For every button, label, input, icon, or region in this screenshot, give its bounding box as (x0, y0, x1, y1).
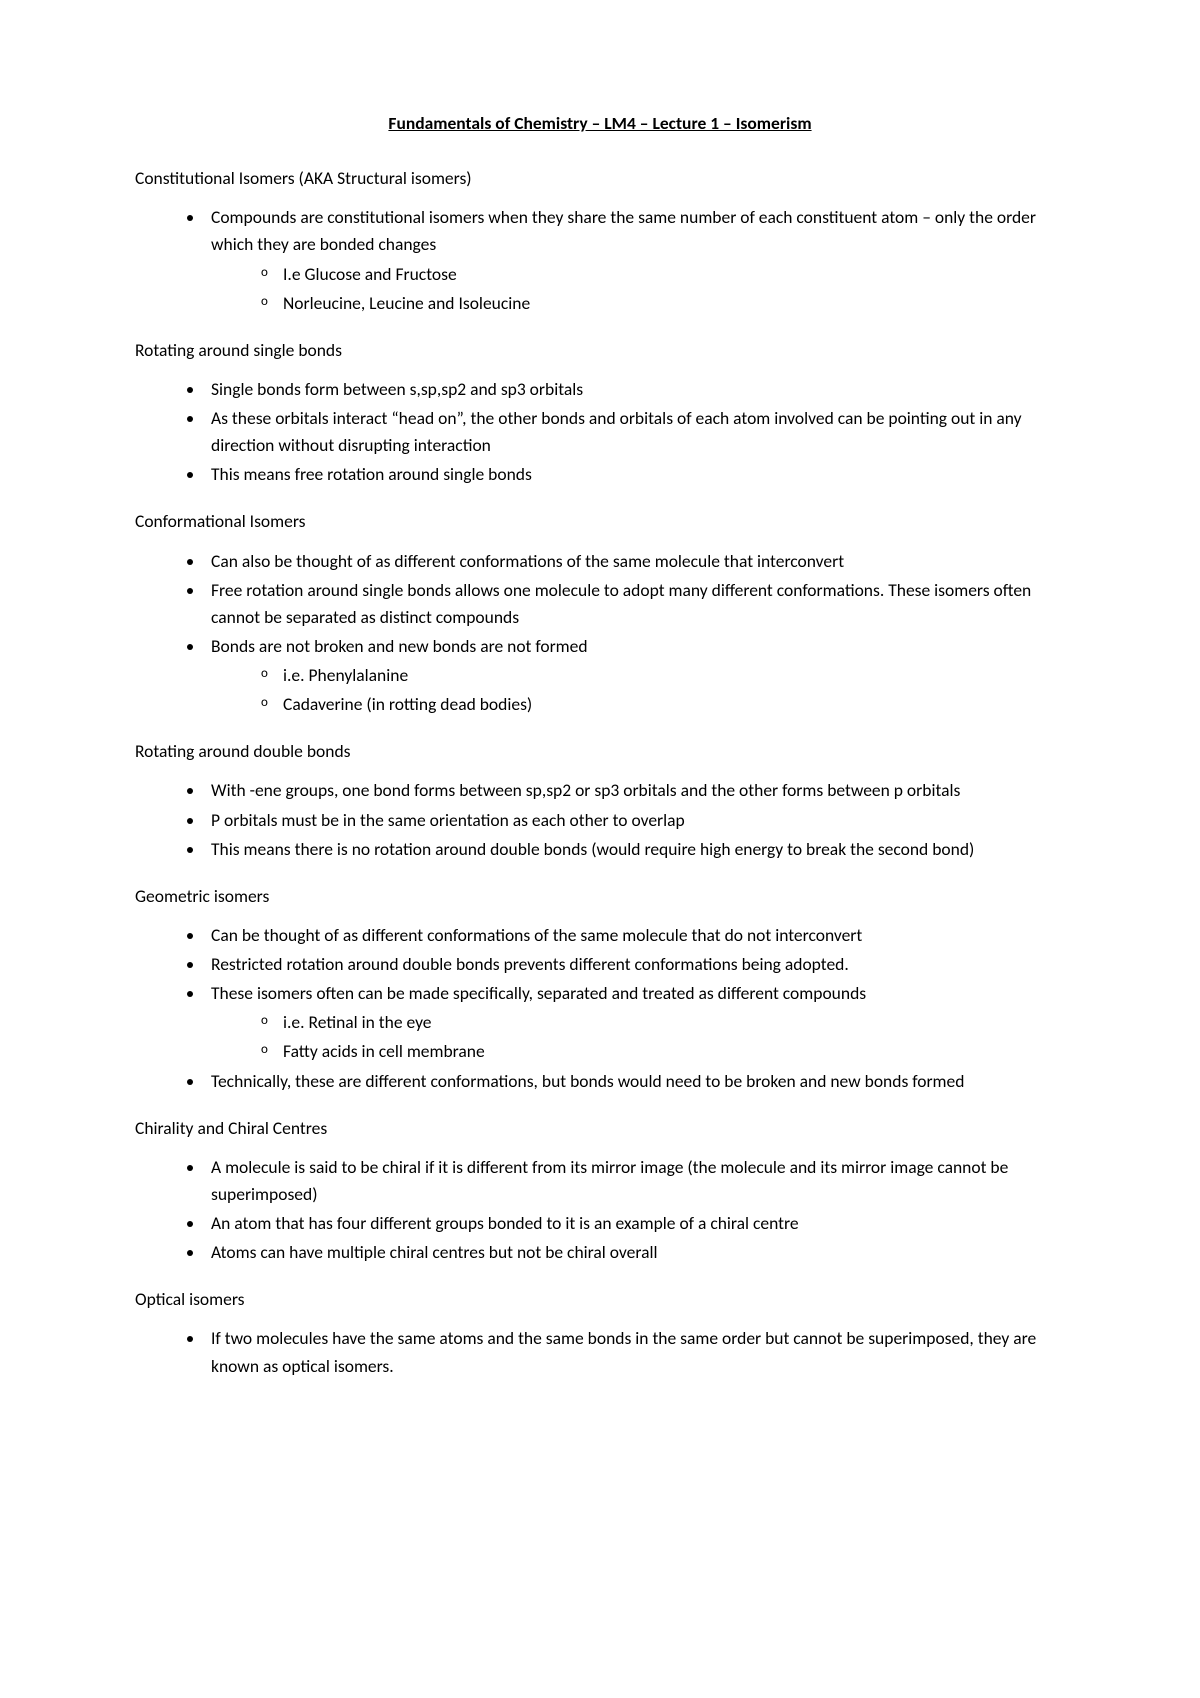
bullet-list: Can also be thought of as different conf… (135, 548, 1065, 719)
list-item: Atoms can have multiple chiral centres b… (205, 1239, 1065, 1266)
section-optical-isomers: Optical isomers If two molecules have th… (135, 1286, 1065, 1379)
section-conformational-isomers: Conformational Isomers Can also be thoug… (135, 508, 1065, 718)
list-item-text: These isomers often can be made specific… (211, 982, 866, 1004)
bullet-list: A molecule is said to be chiral if it is… (135, 1154, 1065, 1267)
list-item: Technically, these are different conform… (205, 1068, 1065, 1095)
list-item-text: Technically, these are different conform… (211, 1070, 964, 1092)
list-item-text: Single bonds form between s,sp,sp2 and s… (211, 378, 583, 400)
list-item-text: Atoms can have multiple chiral centres b… (211, 1241, 658, 1263)
section-heading: Constitutional Isomers (AKA Structural i… (135, 165, 1065, 192)
list-item: With -ene groups, one bond forms between… (205, 777, 1065, 804)
sub-list-item: i.e. Phenylalanine (261, 662, 1065, 689)
sub-bullet-list: i.e. Phenylalanine Cadaverine (in rottin… (211, 662, 1065, 718)
section-constitutional-isomers: Constitutional Isomers (AKA Structural i… (135, 165, 1065, 317)
list-item: Compounds are constitutional isomers whe… (205, 204, 1065, 317)
list-item-text: Bonds are not broken and new bonds are n… (211, 635, 588, 657)
document-page: Fundamentals of Chemistry – LM4 – Lectur… (0, 0, 1200, 1458)
list-item: Can be thought of as different conformat… (205, 922, 1065, 949)
list-item: As these orbitals interact “head on”, th… (205, 405, 1065, 459)
list-item: Bonds are not broken and new bonds are n… (205, 633, 1065, 718)
sub-list-item: Cadaverine (in rotting dead bodies) (261, 691, 1065, 718)
section-heading: Conformational Isomers (135, 508, 1065, 535)
section-rotating-double-bonds: Rotating around double bonds With -ene g… (135, 738, 1065, 863)
sub-bullet-list: I.e Glucose and Fructose Norleucine, Leu… (211, 261, 1065, 317)
list-item-text: Free rotation around single bonds allows… (211, 579, 1031, 628)
section-heading: Rotating around double bonds (135, 738, 1065, 765)
section-heading: Rotating around single bonds (135, 337, 1065, 364)
sub-list-item: I.e Glucose and Fructose (261, 261, 1065, 288)
list-item-text: As these orbitals interact “head on”, th… (211, 407, 1022, 456)
list-item-text: An atom that has four different groups b… (211, 1212, 799, 1234)
list-item: This means there is no rotation around d… (205, 836, 1065, 863)
section-heading: Optical isomers (135, 1286, 1065, 1313)
list-item-text: Can also be thought of as different conf… (211, 550, 844, 572)
bullet-list: If two molecules have the same atoms and… (135, 1325, 1065, 1379)
sub-bullet-list: i.e. Retinal in the eye Fatty acids in c… (211, 1009, 1065, 1065)
list-item-text: Restricted rotation around double bonds … (211, 953, 849, 975)
list-item-text: This means free rotation around single b… (211, 463, 532, 485)
list-item: This means free rotation around single b… (205, 461, 1065, 488)
list-item: Single bonds form between s,sp,sp2 and s… (205, 376, 1065, 403)
sub-list-item: i.e. Retinal in the eye (261, 1009, 1065, 1036)
section-geometric-isomers: Geometric isomers Can be thought of as d… (135, 883, 1065, 1095)
section-heading: Chirality and Chiral Centres (135, 1115, 1065, 1142)
bullet-list: Can be thought of as different conformat… (135, 922, 1065, 1095)
list-item: P orbitals must be in the same orientati… (205, 807, 1065, 834)
section-rotating-single-bonds: Rotating around single bonds Single bond… (135, 337, 1065, 489)
list-item-text: Compounds are constitutional isomers whe… (211, 206, 1036, 255)
bullet-list: Compounds are constitutional isomers whe… (135, 204, 1065, 317)
list-item-text: Can be thought of as different conformat… (211, 924, 862, 946)
sub-list-item: Fatty acids in cell membrane (261, 1038, 1065, 1065)
list-item: Free rotation around single bonds allows… (205, 577, 1065, 631)
section-heading: Geometric isomers (135, 883, 1065, 910)
page-title: Fundamentals of Chemistry – LM4 – Lectur… (135, 110, 1065, 137)
list-item-text: A molecule is said to be chiral if it is… (211, 1156, 1008, 1205)
list-item: If two molecules have the same atoms and… (205, 1325, 1065, 1379)
list-item: Restricted rotation around double bonds … (205, 951, 1065, 978)
section-chirality: Chirality and Chiral Centres A molecule … (135, 1115, 1065, 1267)
list-item: A molecule is said to be chiral if it is… (205, 1154, 1065, 1208)
list-item: Can also be thought of as different conf… (205, 548, 1065, 575)
list-item-text: P orbitals must be in the same orientati… (211, 809, 685, 831)
list-item-text: This means there is no rotation around d… (211, 838, 974, 860)
list-item: An atom that has four different groups b… (205, 1210, 1065, 1237)
list-item: These isomers often can be made specific… (205, 980, 1065, 1065)
list-item-text: If two molecules have the same atoms and… (211, 1327, 1036, 1376)
bullet-list: With -ene groups, one bond forms between… (135, 777, 1065, 862)
sub-list-item: Norleucine, Leucine and Isoleucine (261, 290, 1065, 317)
list-item-text: With -ene groups, one bond forms between… (211, 779, 960, 801)
bullet-list: Single bonds form between s,sp,sp2 and s… (135, 376, 1065, 489)
